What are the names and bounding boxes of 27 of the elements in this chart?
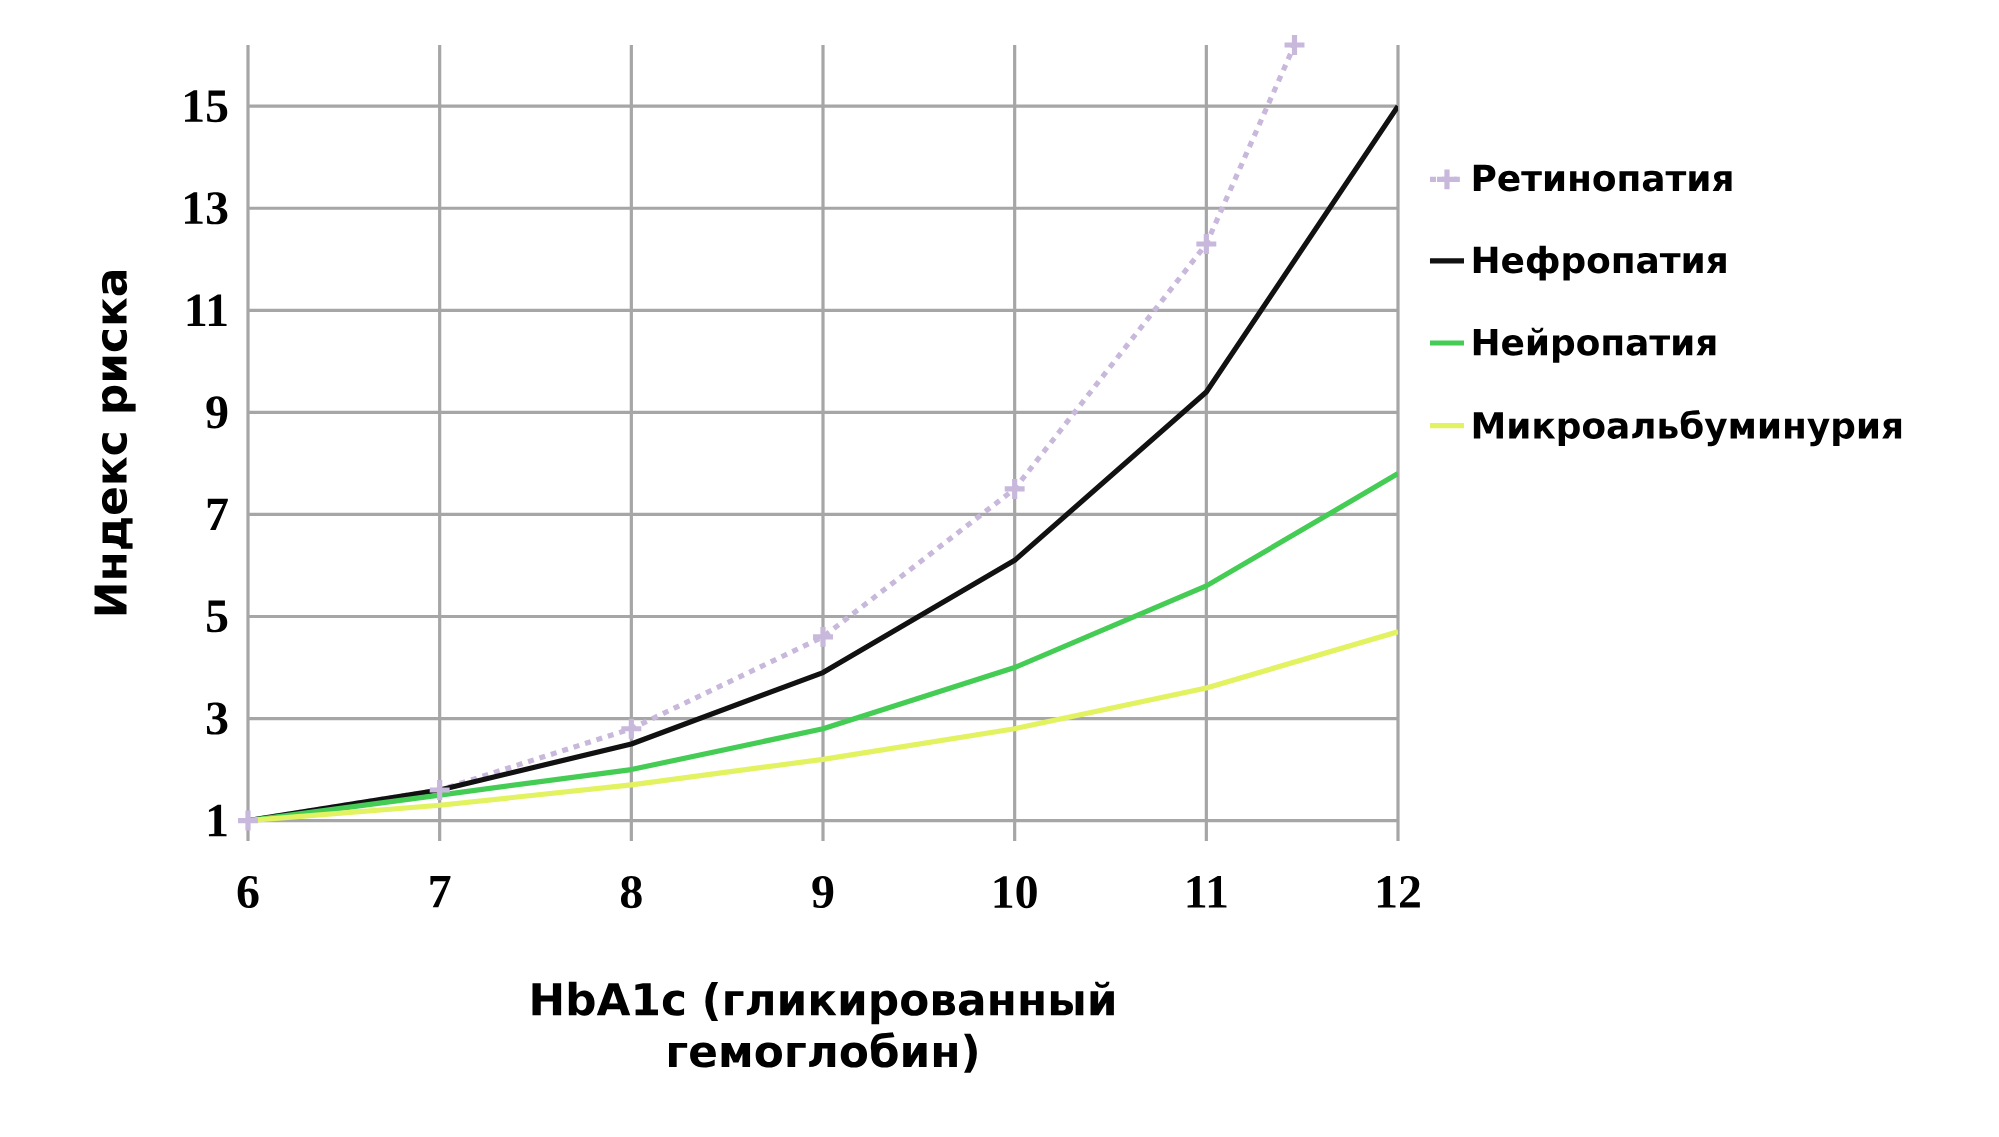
- x-tick-label: 9: [812, 875, 834, 909]
- x-tick-label: 8: [620, 875, 642, 909]
- legend-label: Микроальбуминурия: [1473, 409, 1902, 447]
- point: [1193, 231, 1219, 257]
- legend-label: Ретинопатия: [1473, 164, 1732, 192]
- x-tick-label: 10: [994, 875, 1037, 909]
- point: [810, 624, 836, 650]
- point: [618, 716, 644, 742]
- y-tick-label: 11: [187, 294, 227, 327]
- y-tick-label: 13: [185, 192, 228, 225]
- legend-label: Нефропатия: [1473, 245, 1726, 281]
- y-tick-label: 15: [185, 90, 228, 123]
- x-tick-label: 7: [430, 875, 451, 908]
- y-tick-label: 7: [207, 498, 228, 531]
- x-tick-label: 11: [1187, 875, 1227, 908]
- y-tick-label: 5: [207, 600, 228, 633]
- x-tick-label: 12: [1377, 875, 1420, 908]
- y-tick-label: 3: [206, 702, 228, 735]
- x-tick-label: 6: [237, 875, 259, 909]
- point: [235, 808, 261, 834]
- legend-label: Нейропатия: [1473, 327, 1716, 363]
- y-tick-label: 1: [208, 804, 227, 837]
- x-axis-title: HbA1c (гликированный гемоглобин): [532, 981, 1114, 1073]
- point: [427, 777, 453, 803]
- y-tick-label: 9: [206, 396, 228, 429]
- point: [1002, 476, 1028, 502]
- y-axis-title: Индекс риска: [94, 271, 136, 615]
